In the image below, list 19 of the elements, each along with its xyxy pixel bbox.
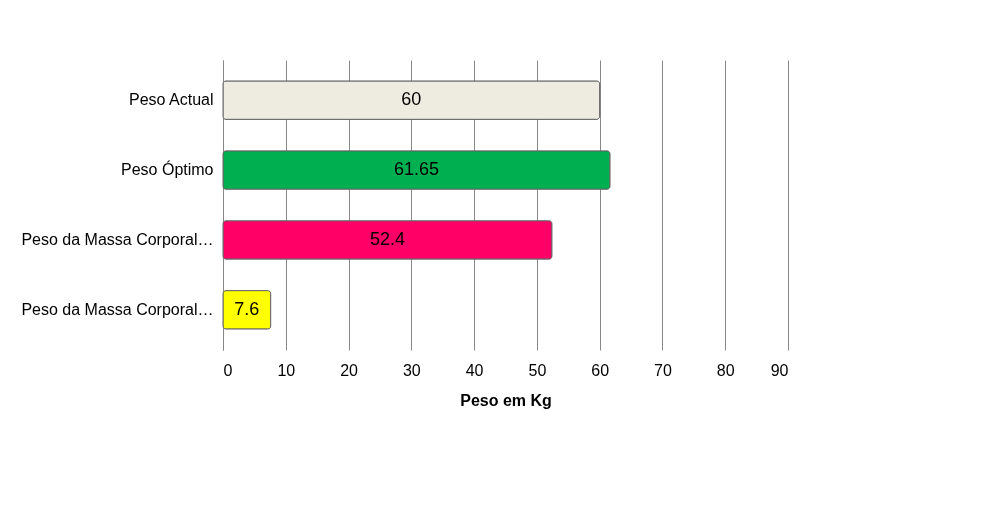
x-tick-label: 70 (654, 361, 672, 379)
x-tick-label: 20 (340, 361, 359, 379)
data-label: 52.4 (369, 228, 405, 249)
x-tick-label: 80 (716, 361, 735, 379)
y-tick-label: Peso da Massa Corporal… (21, 300, 214, 318)
x-tick-label: 90 (770, 361, 789, 379)
x-tick-label: 0 (223, 361, 233, 379)
x-tick-label: 40 (465, 361, 484, 379)
data-label: 60 (401, 89, 422, 110)
x-tick-label: 60 (591, 361, 610, 379)
y-tick-label: Peso Óptimo (121, 160, 214, 179)
x-tick-label: 30 (402, 361, 421, 379)
y-tick-label: Peso Actual (129, 91, 214, 109)
data-label: 61.65 (393, 159, 440, 180)
x-tick-label: 10 (277, 361, 296, 379)
x-axis-title: Peso em Kg (460, 391, 552, 409)
y-tick-label: Peso da Massa Corporal… (21, 230, 214, 248)
x-tick-label: 50 (528, 361, 547, 379)
data-label: 7.6 (234, 298, 260, 319)
